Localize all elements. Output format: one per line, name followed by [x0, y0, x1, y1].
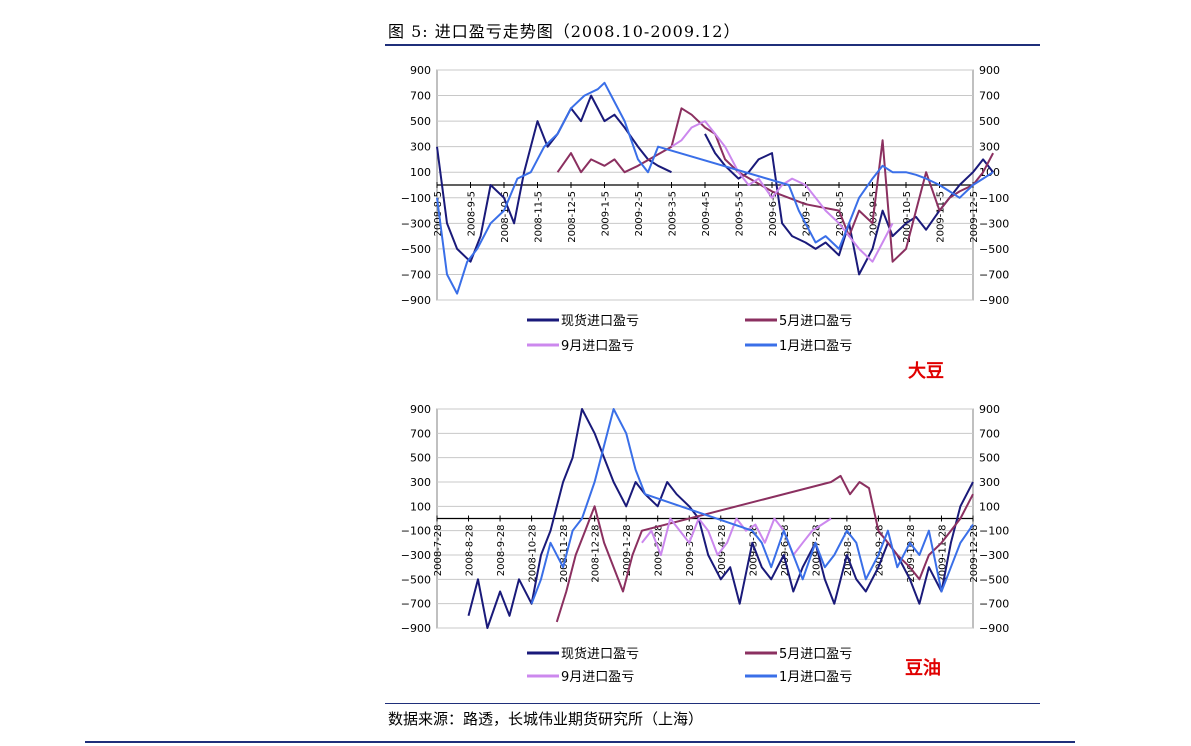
y-tick-label-left: −300 [401, 217, 431, 230]
x-tick-label: 2009-4-5 [701, 191, 712, 236]
y-tick-label-right: 900 [979, 64, 1000, 77]
y-tick-label-left: 300 [410, 476, 431, 489]
y-tick-label-left: 900 [410, 64, 431, 77]
y-tick-label-left: 700 [410, 90, 431, 103]
y-tick-label-right: −700 [979, 268, 1009, 281]
x-tick-label: 2009-2-5 [634, 191, 645, 236]
x-tick-label: 2009-5-28 [748, 525, 759, 577]
y-tick-label-right: −300 [979, 549, 1009, 562]
source-rule [385, 703, 1040, 704]
y-tick-label-left: 900 [410, 403, 431, 416]
y-tick-label-left: 500 [410, 452, 431, 465]
x-tick-label: 2008-9-28 [496, 525, 507, 577]
y-tick-label-left: −700 [401, 598, 431, 611]
y-tick-label-right: −500 [979, 243, 1009, 256]
x-tick-label: 2008-11-28 [559, 525, 570, 583]
y-tick-label-right: 500 [979, 452, 1000, 465]
x-tick-label: 2008-11-5 [534, 191, 545, 243]
chart-soyoil: 900 900 700 700 500 500 300 300 100 100 −100 −100 −3… [385, 395, 1040, 695]
x-tick-label: 2009-12-28 [969, 525, 980, 583]
legend-label: 1月进口盈亏 [779, 670, 852, 685]
chart-soyoil-tag: 豆油 [905, 658, 941, 679]
x-tick-label: 2009-11-5 [936, 191, 947, 243]
x-tick-label: 2009-7-5 [802, 191, 813, 236]
legend-label: 9月进口盈亏 [561, 670, 634, 685]
y-tick-label-left: −300 [401, 549, 431, 562]
y-tick-label-left: 300 [410, 141, 431, 154]
x-tick-label: 2008-10-5 [500, 191, 511, 243]
series-line [670, 120, 894, 263]
page-bottom-rule [85, 741, 1075, 743]
y-tick-label-right: 500 [979, 115, 1000, 128]
x-tick-label: 2008-9-5 [467, 191, 478, 236]
y-tick-label-left: −100 [401, 525, 431, 538]
x-tick-label: 2009-1-5 [601, 191, 612, 236]
x-tick-label: 2009-10-28 [906, 525, 917, 583]
y-tick-label-left: 500 [410, 115, 431, 128]
series-line [555, 474, 974, 623]
title-rule [385, 44, 1040, 46]
y-tick-label-right: −100 [979, 192, 1009, 205]
legend-label: 现货进口盈亏 [561, 646, 639, 662]
x-tick-label: 2008-12-5 [567, 191, 578, 243]
x-tick-label: 2008-8-28 [465, 525, 476, 577]
y-tick-label-left: 100 [410, 500, 431, 513]
y-tick-label-right: −900 [979, 622, 1009, 635]
y-tick-label-left: −900 [401, 622, 431, 635]
y-tick-label-right: 700 [979, 90, 1000, 103]
y-tick-label-right: 300 [979, 141, 1000, 154]
series-line [641, 517, 832, 556]
x-tick-label: 2009-10-5 [902, 191, 913, 243]
y-tick-label-right: 300 [979, 476, 1000, 489]
series-line [530, 408, 974, 605]
legend-label: 1月进口盈亏 [779, 339, 852, 354]
x-tick-label: 2009-3-5 [668, 191, 679, 236]
y-tick-label-right: 100 [979, 500, 1000, 513]
y-tick-label-right: −300 [979, 217, 1009, 230]
y-tick-label-left: −500 [401, 573, 431, 586]
y-tick-label-right: −700 [979, 598, 1009, 611]
x-tick-label: 2009-12-5 [969, 191, 980, 243]
x-tick-label: 2009-3-28 [685, 525, 696, 577]
y-tick-label-left: 700 [410, 427, 431, 440]
legend-label: 现货进口盈亏 [561, 313, 639, 329]
y-tick-label-left: 100 [410, 166, 431, 179]
chart-soybean: 900 900 700 700 500 500 300 300 100 100 −100 −100 −3… [385, 52, 1040, 397]
x-tick-label: 2009-11-28 [937, 525, 948, 583]
legend-label: 5月进口盈亏 [779, 314, 852, 329]
x-tick-label: 2009-5-5 [735, 191, 746, 236]
chart-soyoil-svg: 900 900 700 700 500 500 300 300 100 100 −100 −100 −3… [401, 403, 1009, 685]
y-tick-label-left: −700 [401, 268, 431, 281]
y-tick-label-right: −100 [979, 525, 1009, 538]
x-tick-label: 2009-1-28 [622, 525, 633, 577]
y-tick-label-left: −100 [401, 192, 431, 205]
x-tick-label: 2008-12-28 [591, 525, 602, 583]
legend-label: 9月进口盈亏 [561, 339, 634, 354]
x-tick-label: 2008-7-28 [433, 525, 444, 577]
x-tick-label: 2009-6-5 [768, 191, 779, 236]
figure-title: 图 5: 进口盈亏走势图（2008.10-2009.12） [388, 22, 741, 41]
y-tick-label-right: −900 [979, 294, 1009, 307]
x-tick-label: 2008-10-28 [528, 525, 539, 583]
series-line [556, 107, 994, 263]
source-note: 数据来源：路透，长城伟业期货研究所（上海） [388, 710, 704, 728]
x-tick-label: 2009-8-28 [843, 525, 854, 577]
y-tick-label-left: −900 [401, 294, 431, 307]
legend-label: 5月进口盈亏 [779, 647, 852, 662]
chart-soybean-tag: 大豆 [908, 361, 944, 382]
y-tick-label-right: 900 [979, 403, 1000, 416]
y-tick-label-right: −500 [979, 573, 1009, 586]
y-tick-label-left: −500 [401, 243, 431, 256]
x-tick-label: 2009-6-28 [780, 525, 791, 577]
series-line [436, 81, 994, 295]
y-tick-label-right: 700 [979, 427, 1000, 440]
